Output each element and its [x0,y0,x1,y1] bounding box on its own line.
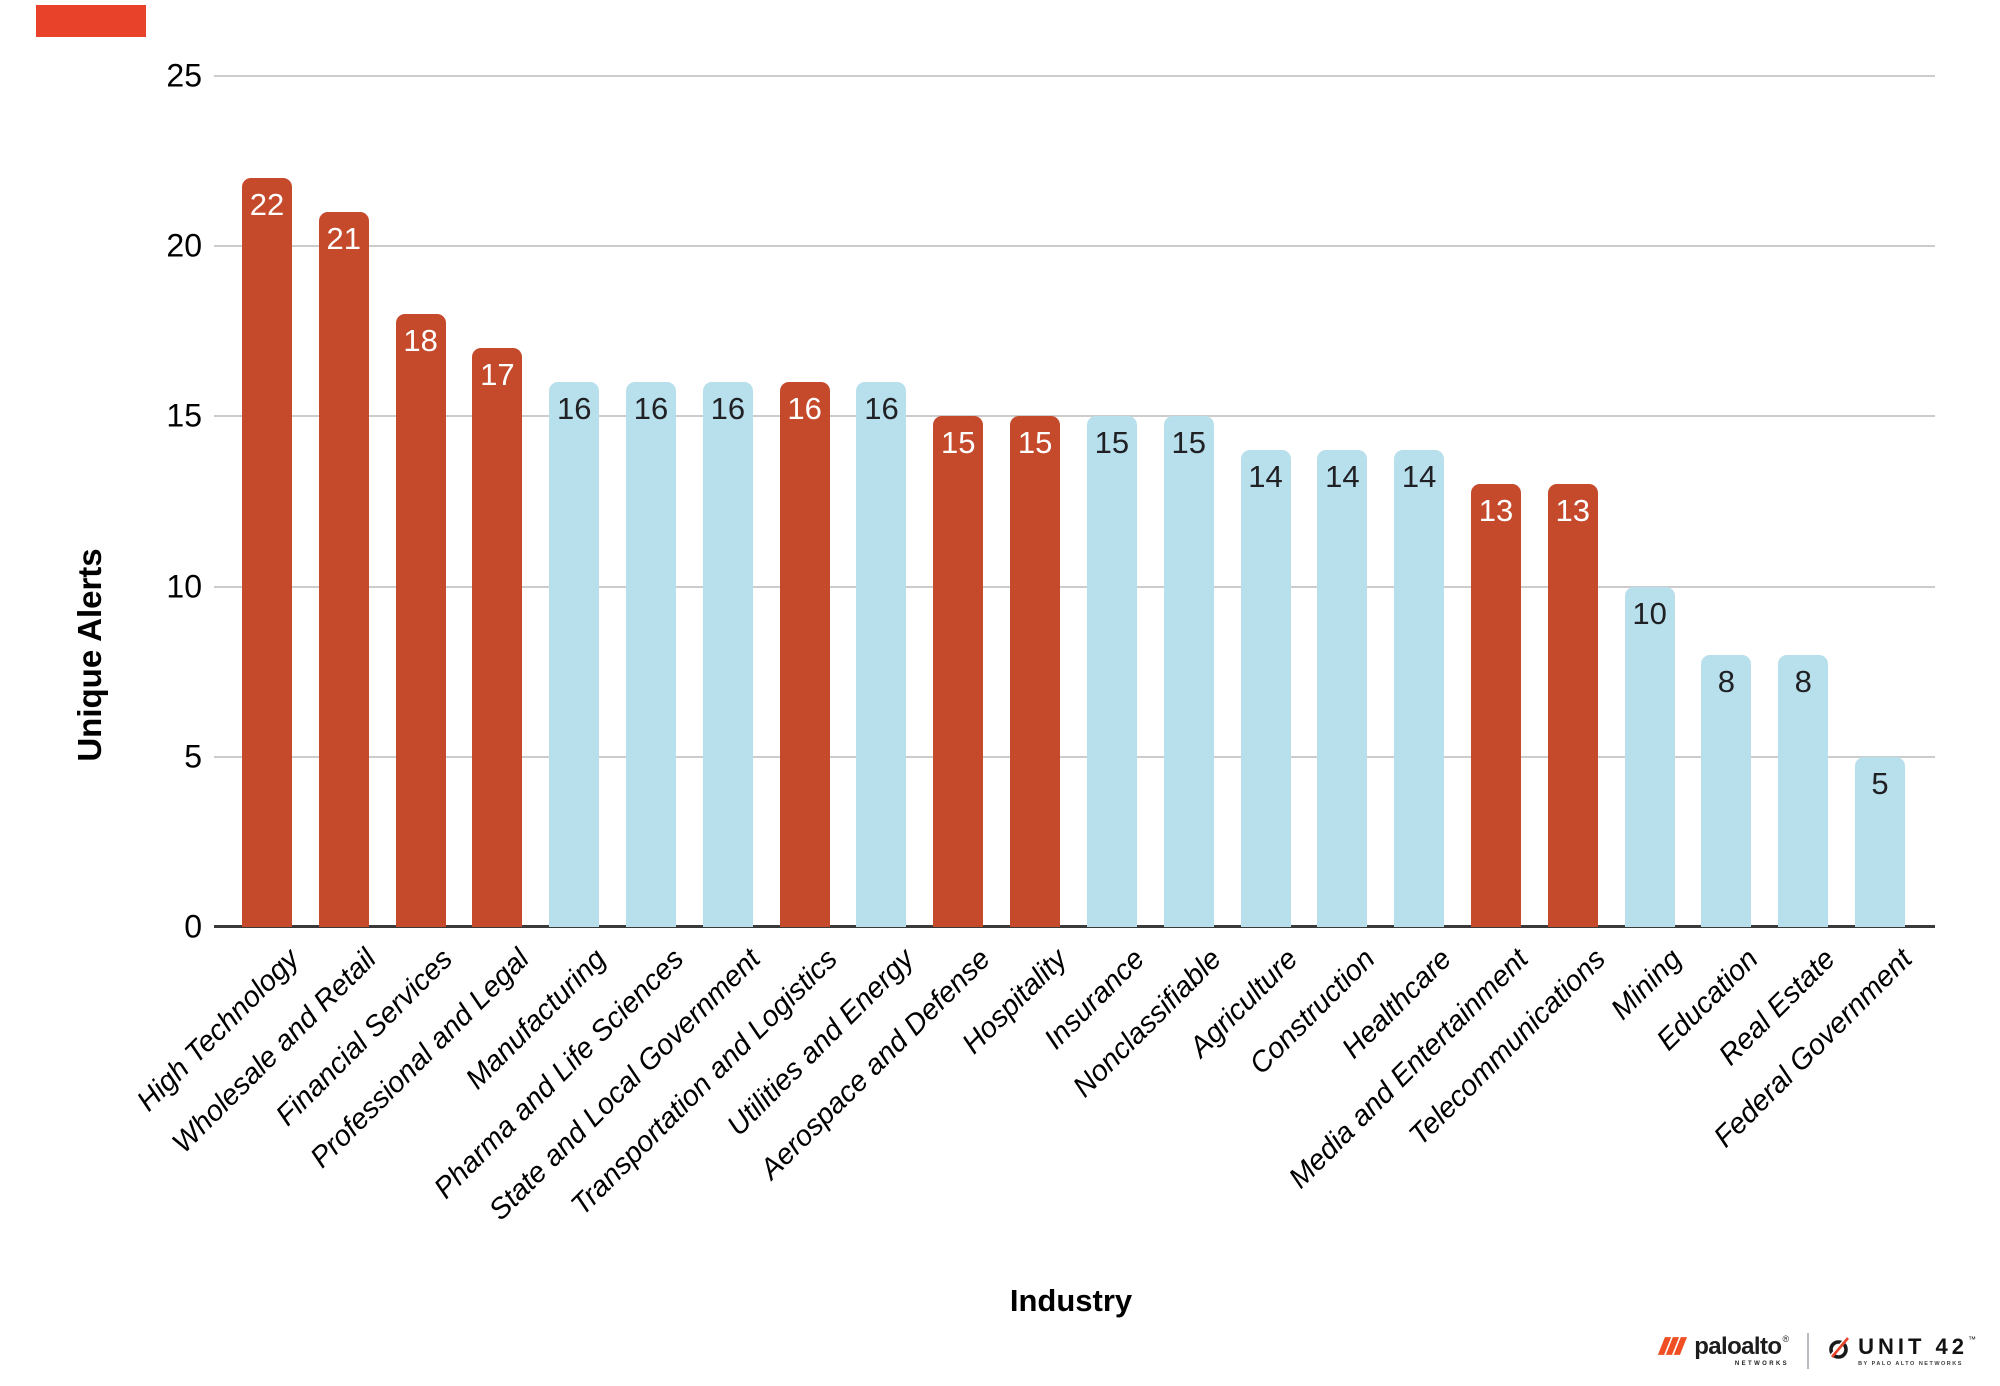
bar-value-label-healthcare: 14 [1401,459,1437,495]
bar-pharma-and-life-sciences: 16 [626,382,677,927]
bar-insurance: 15 [1086,416,1137,927]
bar-value-label-education: 8 [1717,663,1735,699]
bar-federal-government: 5 [1855,756,1905,927]
bar-hospitality: 15 [1010,416,1061,927]
unit42-subtext: BY PALO ALTO NETWORKS [1858,1360,1963,1367]
gridline-20 [214,245,1935,248]
y-tick-label-10: 10 [166,568,202,605]
bar-value-label-nonclassifiable: 15 [1171,425,1206,461]
logo-divider [1807,1333,1810,1369]
bar-value-label-aerospace-and-defense: 15 [941,425,976,461]
y-tick-label-5: 5 [184,738,202,775]
bar-value-label-high-technology: 22 [249,187,285,223]
bar-value-label-agriculture: 14 [1248,459,1283,495]
bar-telecommunications: 13 [1547,484,1598,927]
bar-value-label-manufacturing: 16 [556,391,592,427]
registered-trademark-symbol: ® [1782,1334,1790,1344]
bar-value-label-real-estate: 8 [1794,663,1812,699]
y-tick-label-0: 0 [184,908,202,945]
y-tick-label-25: 25 [166,57,202,94]
bar-value-label-construction: 14 [1325,459,1360,495]
y-tick-label-20: 20 [166,227,202,264]
bar-high-technology: 22 [242,178,292,927]
bar-healthcare: 14 [1394,450,1445,927]
y-tick-label-15: 15 [166,397,202,434]
paloalto-slashes-icon [1657,1335,1688,1362]
bar-construction: 14 [1317,450,1368,927]
bar-nonclassifiable: 15 [1163,416,1214,927]
trademark-symbol: ™ [1968,1334,1976,1344]
bar-real-estate: 8 [1778,654,1829,927]
bar-value-label-hospitality: 15 [1017,425,1053,461]
bar-value-label-federal-government: 5 [1871,765,1889,801]
bar-value-label-media-and-entertainment: 13 [1478,493,1514,529]
paloalto-wordmark: paloalto [1694,1333,1782,1360]
bar-agriculture: 14 [1240,450,1291,927]
bar-value-label-telecommunications: 13 [1555,493,1590,529]
bar-value-label-utilities-and-energy: 16 [864,391,899,427]
bar-value-label-pharma-and-life-sciences: 16 [633,391,669,427]
bar-value-label-wholesale-and-retail: 21 [326,221,362,257]
bar-aerospace-and-defense: 15 [933,416,984,927]
bar-value-label-insurance: 15 [1094,425,1130,461]
bar-professional-and-legal: 17 [472,348,523,927]
unit42-gauge-icon [1827,1335,1851,1365]
unit42-wordmark: UNIT 42 [1858,1333,1968,1359]
bar-mining: 10 [1624,586,1675,927]
bar-value-label-professional-and-legal: 17 [480,357,515,393]
bar-state-and-local-government: 16 [702,382,753,927]
gridline-10 [214,585,1935,588]
top-left-accent-bar [36,5,146,37]
paloalto-networks-subtext: NETWORKS [1734,1361,1790,1367]
paloalto-networks-logo: paloalto ® NETWORKS [1657,1335,1789,1367]
bar-financial-services: 18 [395,314,446,927]
bar-value-label-transportation-and-logistics: 16 [787,391,822,427]
unit42-logo: UNIT 42 ™ BY PALO ALTO NETWORKS [1827,1333,1976,1367]
bar-education: 8 [1701,654,1752,927]
bar-manufacturing: 16 [549,382,600,927]
gridline-5 [214,755,1935,758]
gridline-25 [214,75,1935,77]
bar-value-label-state-and-local-government: 16 [710,391,746,427]
gridline-15 [214,415,1935,418]
bar-utilities-and-energy: 16 [856,382,907,927]
x-axis-line [214,925,1935,928]
x-axis-title: Industry [1009,1283,1133,1318]
bar-media-and-entertainment: 13 [1470,484,1521,927]
bar-wholesale-and-retail: 21 [318,212,369,927]
bar-value-label-mining: 10 [1632,595,1667,631]
footer-branding: paloalto ® NETWORKS UNIT 42 ™ BY [1657,1333,1976,1369]
bar-value-label-financial-services: 18 [403,323,438,359]
bar-transportation-and-logistics: 16 [779,382,830,927]
